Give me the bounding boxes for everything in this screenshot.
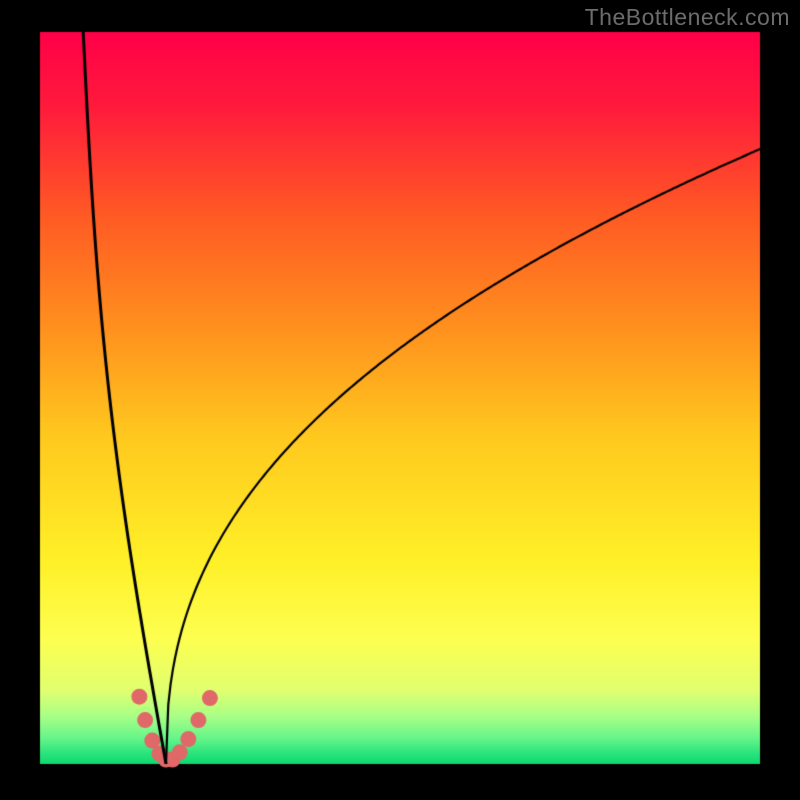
chart-stage: TheBottleneck.com (0, 0, 800, 800)
watermark-text: TheBottleneck.com (585, 4, 790, 31)
bottleneck-curve-chart (0, 0, 800, 800)
